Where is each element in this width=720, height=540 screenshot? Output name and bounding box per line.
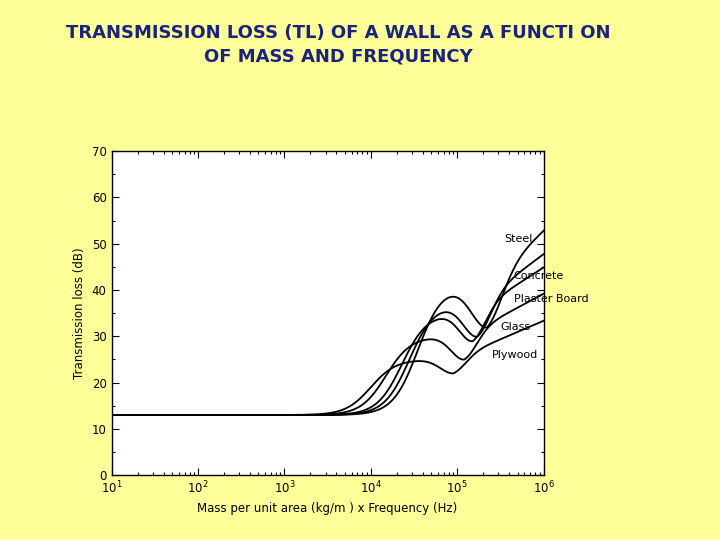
Y-axis label: Transmission loss (dB): Transmission loss (dB)	[73, 247, 86, 379]
Text: Steel: Steel	[504, 234, 533, 244]
Text: Glass: Glass	[501, 322, 531, 332]
Text: Concrete: Concrete	[513, 271, 564, 281]
Text: TRANSMISSION LOSS (TL) OF A WALL AS A FUNCTI ON
OF MASS AND FREQUENCY: TRANSMISSION LOSS (TL) OF A WALL AS A FU…	[66, 24, 611, 65]
X-axis label: Mass per unit area (kg/m ) x Frequency (Hz): Mass per unit area (kg/m ) x Frequency (…	[197, 502, 458, 515]
Text: Plywood: Plywood	[492, 350, 538, 360]
Text: Plaster Board: Plaster Board	[513, 294, 588, 305]
